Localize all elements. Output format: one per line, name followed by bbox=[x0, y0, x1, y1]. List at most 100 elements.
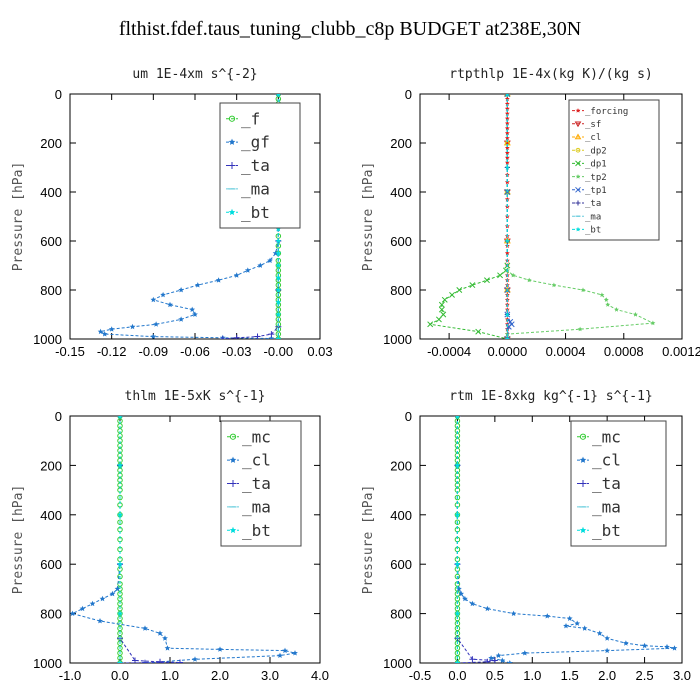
y-tick-label: 400 bbox=[40, 508, 62, 523]
data-point bbox=[268, 331, 275, 338]
data-point bbox=[488, 655, 494, 661]
data-point bbox=[272, 250, 279, 256]
data-point bbox=[117, 610, 123, 616]
data-point bbox=[504, 155, 510, 160]
y-tick-label: 400 bbox=[390, 185, 412, 200]
data-point bbox=[233, 272, 240, 278]
legend-entry: _ma bbox=[241, 180, 270, 199]
panel-title: um 1E-4xm s^{-2} bbox=[132, 67, 257, 82]
data-point bbox=[504, 125, 510, 131]
legend-entry: _ta bbox=[585, 199, 601, 209]
legend-entry: _f bbox=[241, 109, 260, 128]
legend-marker bbox=[229, 526, 237, 534]
data-point bbox=[160, 291, 166, 298]
data-point bbox=[292, 650, 298, 656]
data-point bbox=[504, 150, 510, 155]
data-point bbox=[167, 301, 173, 308]
x-tick-label: 2.5 bbox=[636, 668, 654, 683]
y-tick-label: 200 bbox=[390, 136, 412, 151]
data-point bbox=[275, 262, 282, 268]
data-point bbox=[449, 291, 455, 298]
x-tick-label: -0.09 bbox=[139, 344, 169, 359]
legend-entry: _bt bbox=[592, 521, 621, 540]
data-point bbox=[544, 613, 551, 619]
data-point bbox=[101, 331, 108, 337]
y-tick-label: 600 bbox=[390, 557, 412, 572]
panel-title: rtpthlp 1E-4x(kg K)/(kg s) bbox=[449, 67, 653, 82]
data-point bbox=[454, 561, 461, 567]
legend-entry: _forcing bbox=[585, 107, 628, 117]
series-bt bbox=[504, 94, 510, 339]
data-point bbox=[504, 135, 510, 141]
data-point bbox=[275, 250, 282, 256]
data-point bbox=[275, 274, 282, 281]
legend-entry: _ta bbox=[242, 474, 271, 493]
data-point bbox=[117, 561, 123, 567]
data-point bbox=[282, 647, 288, 654]
data-point bbox=[142, 625, 148, 631]
data-point bbox=[504, 160, 510, 165]
chart-panel-1: um 1E-4xm s^{-2} Pressure [hPa] -0.15 -0.12… bbox=[11, 67, 333, 359]
plot-area bbox=[70, 416, 298, 663]
data-point bbox=[458, 590, 464, 597]
panel-title: thlm 1E-5xK s^{-1} bbox=[125, 389, 266, 404]
data-point bbox=[194, 282, 201, 288]
series-line bbox=[428, 94, 508, 339]
legend-marker bbox=[579, 433, 587, 440]
y-axis-label: Pressure [hPa] bbox=[11, 162, 26, 272]
x-tick-label: 3.0 bbox=[673, 668, 691, 683]
y-tick-label: 1000 bbox=[33, 332, 62, 347]
data-point bbox=[623, 640, 629, 646]
x-tick-label: 0.5 bbox=[486, 668, 504, 683]
series-dp1 bbox=[427, 94, 511, 339]
data-point bbox=[109, 590, 116, 597]
legend-marker bbox=[579, 526, 587, 534]
data-point bbox=[233, 334, 240, 339]
data-point bbox=[435, 316, 442, 323]
data-point bbox=[132, 657, 138, 663]
plot-frame bbox=[69, 415, 321, 664]
data-point bbox=[641, 642, 648, 649]
data-point bbox=[491, 657, 498, 663]
legend-entry: _mc bbox=[242, 427, 271, 446]
data-point bbox=[504, 331, 510, 337]
legend-marker bbox=[229, 456, 237, 463]
legend-marker bbox=[574, 133, 582, 140]
data-point bbox=[108, 326, 115, 332]
data-point bbox=[504, 101, 510, 106]
y-tick-label: 200 bbox=[390, 458, 412, 473]
data-point bbox=[504, 130, 510, 136]
y-tick-label: 0 bbox=[55, 87, 62, 102]
data-point bbox=[177, 659, 183, 663]
y-tick-label: 600 bbox=[40, 557, 62, 572]
legend-entry: _dp1 bbox=[585, 160, 607, 170]
legend: _f _gf _ta _ma _bt bbox=[219, 102, 301, 229]
legend-marker bbox=[229, 480, 237, 487]
x-tick-label: 1.0 bbox=[161, 668, 179, 683]
data-point bbox=[462, 595, 468, 602]
data-point bbox=[217, 646, 223, 652]
legend-marker bbox=[575, 226, 581, 232]
data-point bbox=[504, 336, 511, 339]
data-point bbox=[99, 595, 106, 602]
legend-marker bbox=[575, 200, 581, 206]
legend-entry: _bt bbox=[585, 226, 601, 236]
y-tick-label: 600 bbox=[40, 234, 62, 249]
x-tick-label: 0.0008 bbox=[604, 344, 644, 359]
panel-title: rtm 1E-8xkg kg^{-1} s^{-1} bbox=[449, 389, 653, 404]
data-point bbox=[526, 277, 532, 283]
data-point bbox=[664, 643, 670, 650]
x-tick-label: -0.12 bbox=[97, 344, 127, 359]
series-line bbox=[456, 416, 675, 663]
plot-area bbox=[454, 416, 678, 663]
data-point bbox=[504, 94, 511, 97]
y-tick-label: 600 bbox=[390, 234, 412, 249]
legend-entry: _tp2 bbox=[585, 173, 607, 183]
series-bt bbox=[117, 416, 123, 663]
data-point bbox=[504, 311, 510, 317]
x-tick-label: 0.03 bbox=[307, 344, 332, 359]
legend-marker bbox=[228, 115, 236, 122]
data-point bbox=[275, 311, 282, 317]
data-point bbox=[89, 600, 96, 607]
plot-frame bbox=[419, 93, 683, 340]
